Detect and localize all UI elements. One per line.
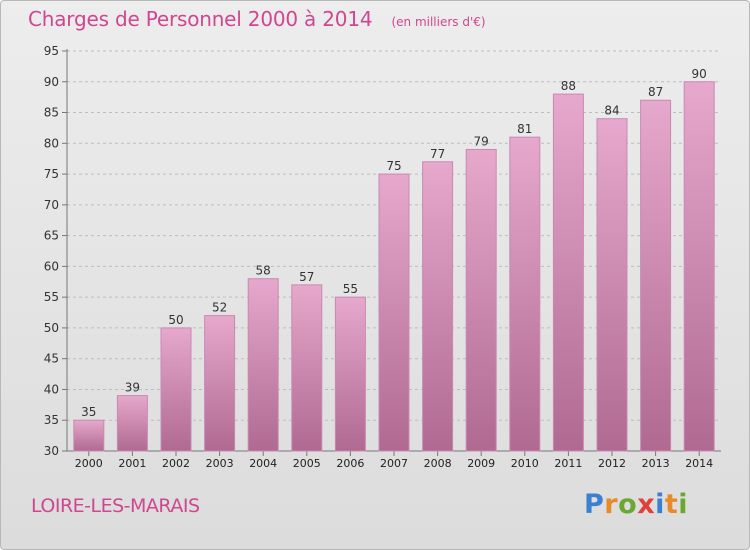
- x-tick-label: 2002: [162, 457, 190, 470]
- data-label: 58: [256, 264, 271, 278]
- data-label: 84: [604, 104, 619, 118]
- y-tick-label: 65: [44, 229, 59, 243]
- data-label: 88: [561, 79, 576, 93]
- y-tick-label: 85: [44, 106, 59, 120]
- bar: [552, 93, 584, 452]
- x-tick-label: 2014: [685, 457, 713, 470]
- bar: [378, 173, 410, 452]
- bar: [291, 284, 323, 452]
- data-label: 39: [125, 381, 140, 395]
- x-tick-label: 2010: [511, 457, 539, 470]
- bar: [334, 296, 366, 452]
- y-tick-label: 30: [44, 444, 59, 458]
- bar: [116, 395, 148, 452]
- bar: [596, 118, 628, 452]
- logo-letter: i: [655, 489, 665, 520]
- logo-letter: t: [664, 489, 679, 520]
- bar: [204, 315, 236, 452]
- y-tick-label: 75: [44, 167, 59, 181]
- x-tick-label: 2009: [467, 457, 495, 470]
- x-tick-label: 2008: [424, 457, 452, 470]
- x-tick-label: 2011: [554, 457, 582, 470]
- x-tick-label: 2006: [336, 457, 364, 470]
- y-tick-label: 35: [44, 413, 59, 427]
- city-name: LOIRE-LES-MARAIS: [31, 495, 200, 517]
- data-label: 75: [386, 159, 401, 173]
- data-label: 50: [168, 313, 183, 327]
- bar: [160, 327, 192, 452]
- y-tick-label: 70: [44, 198, 59, 212]
- y-tick-label: 50: [44, 321, 59, 335]
- logo-letter: x: [637, 489, 656, 520]
- bars: [73, 81, 715, 452]
- data-label: 81: [517, 122, 532, 136]
- bar: [509, 136, 541, 452]
- x-tick-label: 2005: [293, 457, 321, 470]
- y-tick-label: 95: [44, 44, 59, 58]
- x-tick-label: 2012: [598, 457, 626, 470]
- bar: [247, 278, 279, 452]
- axes: 30 35 40 45 50 55 60 65 70 75 80 85 90 95 2000 2001 2002…: [44, 44, 721, 470]
- y-tick-label: 90: [44, 75, 59, 89]
- logo-letter: r: [604, 489, 619, 520]
- data-label: 52: [212, 301, 227, 315]
- y-tick-label: 60: [44, 259, 59, 273]
- bar: [422, 161, 454, 452]
- data-label: 79: [474, 134, 489, 148]
- bar: [73, 419, 105, 452]
- data-label: 57: [299, 270, 314, 284]
- chart-title: Charges de Personnel 2000 à 2014: [28, 7, 373, 31]
- y-tick-label: 45: [44, 352, 59, 366]
- chart-title-row: Charges de Personnel 2000 à 2014 (en mil…: [28, 7, 486, 31]
- y-tick-label: 55: [44, 290, 59, 304]
- x-tick-label: 2003: [206, 457, 234, 470]
- y-tick-label: 40: [44, 382, 59, 396]
- x-tick-label: 2007: [380, 457, 408, 470]
- bar: [465, 148, 497, 452]
- x-tick-label: 2013: [642, 457, 670, 470]
- data-labels: 35 39 50 52 58 57 55 75 77 79 81 88 84 87 90: [81, 67, 707, 419]
- chart-subtitle: (en milliers d'€): [391, 15, 486, 29]
- logo-letter: i: [678, 489, 689, 520]
- data-label: 77: [430, 147, 445, 161]
- x-tick-label: 2000: [75, 457, 103, 470]
- proxiti-logo: Proxiti: [584, 489, 688, 520]
- logo-letter: P: [584, 489, 605, 520]
- bar: [640, 99, 672, 452]
- data-label: 90: [692, 67, 707, 81]
- y-tick-label: 80: [44, 136, 59, 150]
- data-label: 87: [648, 85, 663, 99]
- data-label: 55: [343, 282, 358, 296]
- x-tick-label: 2001: [118, 457, 146, 470]
- x-tick-label: 2004: [249, 457, 277, 470]
- bar: [683, 81, 715, 452]
- data-label: 35: [81, 405, 96, 419]
- logo-letter: o: [618, 489, 638, 520]
